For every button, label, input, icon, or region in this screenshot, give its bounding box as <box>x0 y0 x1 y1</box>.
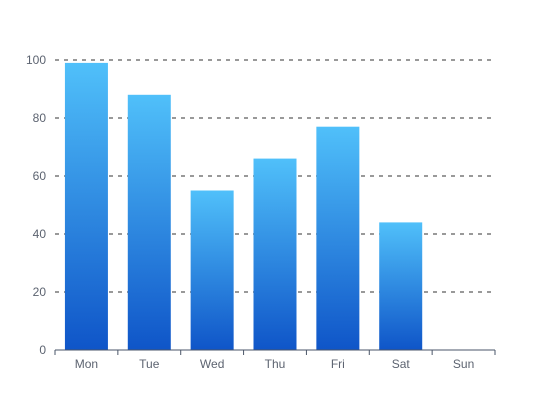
x-tick-label-wed: Wed <box>200 357 224 371</box>
y-tick-label-20: 20 <box>33 285 47 299</box>
bar-fri <box>316 126 360 350</box>
x-tick-label-mon: Mon <box>75 357 98 371</box>
x-tick-label-sun: Sun <box>453 357 474 371</box>
y-tick-label-0: 0 <box>39 343 46 357</box>
y-tick-label-80: 80 <box>33 111 47 125</box>
y-tick-label-60: 60 <box>33 169 47 183</box>
axes <box>54 349 496 355</box>
bar-wed <box>190 190 234 350</box>
x-tick-label-fri: Fri <box>331 357 345 371</box>
tick-labels: 0 20 40 60 80 100 Mon Tue Wed Thu Fri Sat Sun <box>26 53 474 371</box>
bars <box>64 62 423 351</box>
bar-thu <box>253 158 297 350</box>
bar-sat <box>379 222 423 350</box>
x-tick-label-sat: Sat <box>392 357 411 371</box>
x-tick-label-thu: Thu <box>265 357 286 371</box>
bar-mon <box>64 62 108 351</box>
bar-tue <box>127 94 171 350</box>
y-tick-label-40: 40 <box>33 227 47 241</box>
x-tick-label-tue: Tue <box>139 357 160 371</box>
y-tick-label-100: 100 <box>26 53 46 67</box>
